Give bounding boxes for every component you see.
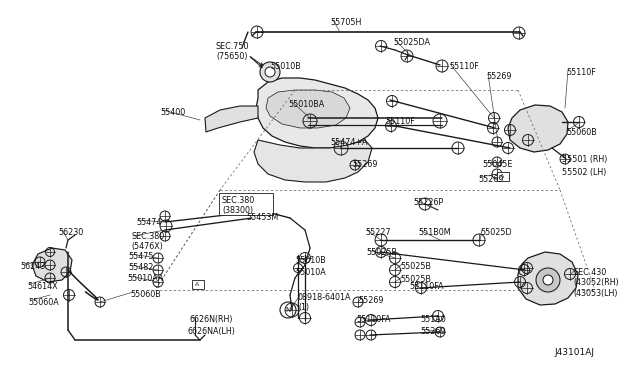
Text: 55110F: 55110F	[385, 117, 415, 126]
Polygon shape	[256, 78, 378, 148]
Text: 55025B: 55025B	[400, 275, 431, 284]
Text: 55010B: 55010B	[295, 256, 326, 265]
Text: 55269: 55269	[352, 160, 378, 169]
Polygon shape	[254, 140, 372, 182]
Polygon shape	[518, 252, 578, 305]
Text: 55269: 55269	[486, 72, 511, 81]
Text: SEC.380
(38300): SEC.380 (38300)	[222, 196, 255, 215]
Text: 55060B: 55060B	[130, 290, 161, 299]
Text: 55110F: 55110F	[449, 62, 479, 71]
Text: 55010BA: 55010BA	[288, 100, 324, 109]
Text: 08918-6401A
(1): 08918-6401A (1)	[298, 293, 351, 312]
Polygon shape	[508, 105, 568, 152]
Text: 55227: 55227	[365, 228, 390, 237]
Text: 55269: 55269	[420, 327, 445, 336]
Text: 56230: 56230	[58, 228, 83, 237]
Circle shape	[536, 268, 560, 292]
Text: 55269: 55269	[478, 175, 504, 184]
Text: 55025DA: 55025DA	[393, 38, 430, 47]
Text: 54614X: 54614X	[27, 282, 58, 291]
Text: 55025B: 55025B	[400, 262, 431, 271]
Text: 55705H: 55705H	[330, 18, 362, 27]
Text: 55474+A: 55474+A	[330, 138, 367, 147]
Circle shape	[265, 67, 275, 77]
Text: 55010A: 55010A	[295, 268, 326, 277]
Text: SEC.430
(43052(RH)
(43053(LH): SEC.430 (43052(RH) (43053(LH)	[573, 268, 619, 298]
Text: 55010AA: 55010AA	[127, 274, 163, 283]
Text: 55010B: 55010B	[270, 62, 301, 71]
Text: 551B0M: 551B0M	[418, 228, 451, 237]
FancyBboxPatch shape	[191, 279, 204, 289]
Text: J43101AJ: J43101AJ	[554, 348, 594, 357]
Text: 55475: 55475	[128, 252, 154, 261]
Text: 55501 (RH): 55501 (RH)	[562, 155, 607, 164]
Text: 55110F: 55110F	[566, 68, 596, 77]
Text: 55110FA: 55110FA	[356, 315, 390, 324]
Text: A: A	[500, 173, 504, 179]
Text: 55502 (LH): 55502 (LH)	[562, 168, 606, 177]
Text: A: A	[195, 282, 200, 286]
Text: 56243: 56243	[20, 262, 45, 271]
Text: 55060B: 55060B	[566, 128, 596, 137]
Text: N: N	[285, 307, 291, 313]
Circle shape	[260, 62, 280, 82]
Text: 55045E: 55045E	[482, 160, 513, 169]
FancyBboxPatch shape	[497, 171, 509, 180]
Text: 6626N(RH): 6626N(RH)	[190, 315, 234, 324]
Text: 55482: 55482	[128, 263, 154, 272]
Text: 55453M: 55453M	[246, 213, 278, 222]
Text: 55474: 55474	[136, 218, 161, 227]
FancyBboxPatch shape	[219, 193, 273, 215]
Text: 551A0: 551A0	[420, 315, 445, 324]
Text: 55025B: 55025B	[366, 248, 397, 257]
Polygon shape	[32, 248, 72, 282]
Text: 6626NA(LH): 6626NA(LH)	[188, 327, 236, 336]
Text: 55110FA: 55110FA	[409, 282, 444, 291]
Text: 55060A: 55060A	[28, 298, 59, 307]
Text: 55226P: 55226P	[413, 198, 444, 207]
Text: 55400: 55400	[160, 108, 185, 117]
Text: 55025D: 55025D	[480, 228, 511, 237]
Text: SEC.750
(75650): SEC.750 (75650)	[215, 42, 249, 61]
Text: 55269: 55269	[358, 296, 383, 305]
Polygon shape	[205, 106, 258, 132]
Text: SEC.380
(5476X): SEC.380 (5476X)	[131, 232, 164, 251]
Polygon shape	[266, 90, 350, 128]
Circle shape	[543, 275, 553, 285]
